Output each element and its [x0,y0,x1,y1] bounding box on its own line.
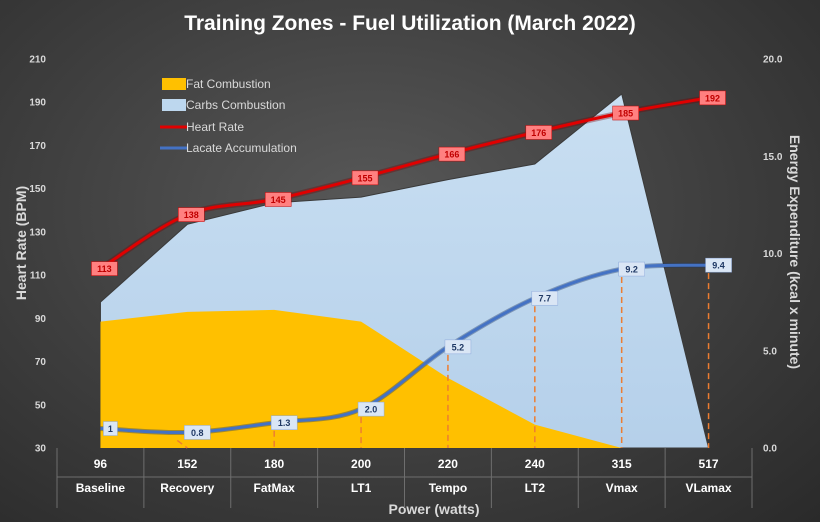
y-left-tick-label: 190 [29,98,46,109]
heart-rate-data-label: 155 [358,173,373,183]
zone-label: Vmax [606,481,638,495]
heart-rate-label-box [351,170,379,186]
lactate-data-label: 5.2 [452,342,465,352]
legend-label: Lacate Accumulation [186,141,297,155]
heart-rate-label-box [91,261,118,276]
y-left-tick-label: 150 [29,184,46,195]
legend-swatch [162,99,186,111]
lactate-data-label: 2.0 [365,405,378,415]
legend-label: Carbs Combustion [186,98,285,112]
x-tick-label: 96 [94,457,108,471]
y-axis-right-label: Energy Expenditure (kcal x minute) [787,135,803,369]
heart-rate-data-label: 185 [618,109,633,119]
y-axis-left-label: Heart Rate (BPM) [13,186,29,300]
legend-swatch [162,78,186,90]
chart-title: Training Zones - Fuel Utilization (March… [184,12,636,35]
lactate-label-box [531,290,559,306]
lactate-label-box [705,257,732,273]
zone-label: VLamax [686,481,732,495]
x-tick-label: 517 [699,457,719,471]
y-left-tick-label: 50 [35,400,47,411]
zone-label: FatMax [254,481,296,495]
lactate-label-box [618,261,645,277]
heart-rate-data-label: 138 [184,210,199,220]
heart-rate-data-label: 166 [444,150,459,160]
lactate-label-box [184,425,211,440]
x-tick-label: 220 [438,457,458,471]
y-left-tick-label: 90 [35,314,47,325]
lactate-label-box [270,415,298,430]
y-left-tick-label: 130 [29,227,46,238]
y-right-tick-label: 15.0 [763,152,783,163]
zone-label: LT2 [525,481,546,495]
heart-rate-label-box [264,192,292,207]
heart-rate-label-box [438,146,466,162]
y-right-tick-label: 10.0 [763,249,783,260]
y-right-tick-label: 20.0 [763,55,783,66]
lactate-label-box [444,339,472,355]
lactate-data-label: 7.7 [539,294,552,304]
lactate-data-label: 9.2 [625,265,638,275]
heart-rate-data-label: 176 [531,128,546,138]
lactate-data-label: 0.8 [191,428,204,438]
y-right-tick-label: 0.0 [763,444,777,455]
zone-label: Baseline [76,481,126,495]
zone-label: Tempo [429,481,467,495]
legend-label: Heart Rate [186,120,244,134]
data-labels-layer: 113 138 145 155 166 176 185 192 1 0.8 1.3 2.0 5.2 7.7… [91,90,732,440]
legend-label: Fat Combustion [186,77,271,91]
y-left-tick-label: 110 [30,271,47,282]
y-right-tick-label: 5.0 [763,346,777,357]
zone-label: LT1 [351,481,372,495]
x-tick-label: 240 [525,457,545,471]
axes-layer: 30 50 70 90 110 130 150 170 190 210 0.0 5.0 10.0 15.0… [29,55,783,496]
heart-rate-data-label: 113 [97,264,112,274]
x-tick-label: 152 [177,457,197,471]
y-left-tick-label: 30 [35,444,47,455]
heart-rate-data-label: 192 [705,93,720,103]
x-axis-label: Power (watts) [388,501,479,517]
lactate-dropline [176,439,188,449]
heart-rate-label-box [612,105,639,121]
x-tick-label: 180 [264,457,284,471]
x-tick-label: 315 [612,457,632,471]
heart-rate-data-label: 145 [271,195,286,205]
heart-rate-label-box [699,90,726,106]
legend: Fat Combustion Carbs Combustion Heart Rate… [160,77,297,155]
y-left-tick-label: 210 [29,55,46,66]
lactate-droplines-layer [176,273,710,449]
x-grid-layer [56,448,753,508]
x-tick-label: 200 [351,457,371,471]
lactate-label-box [357,401,385,417]
zone-label: Recovery [160,481,214,495]
heart-rate-label-box [525,125,553,140]
heart-rate-label-box [178,207,205,222]
lactate-data-label: 1.3 [278,418,291,428]
y-left-tick-label: 70 [35,357,47,368]
lactate-data-label: 9.4 [712,261,725,271]
lactate-data-label: 1 [108,424,113,434]
y-left-tick-label: 170 [29,141,46,152]
lactate-label-box [103,421,118,436]
